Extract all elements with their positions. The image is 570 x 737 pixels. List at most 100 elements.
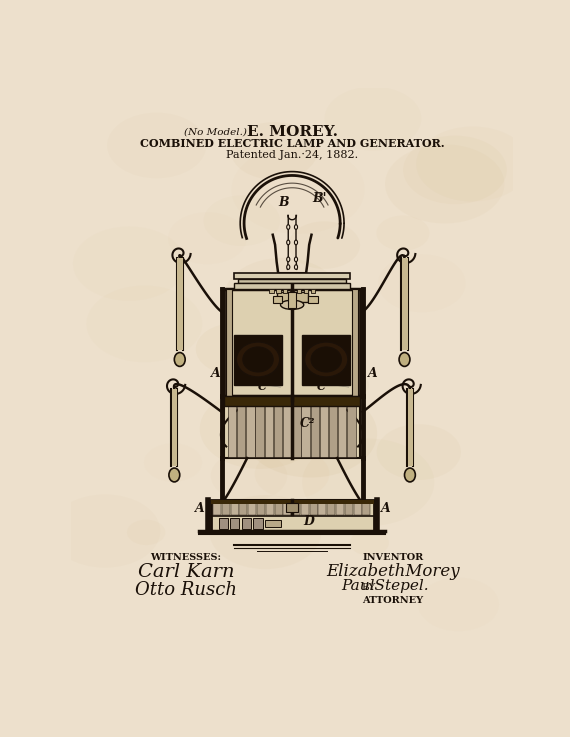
Text: C: C	[317, 381, 326, 392]
Ellipse shape	[243, 347, 273, 372]
Bar	[283, 502, 291, 515]
Ellipse shape	[231, 122, 317, 180]
Ellipse shape	[255, 449, 329, 499]
Bar	[218, 518, 228, 529]
Ellipse shape	[311, 347, 341, 372]
Bar	[345, 502, 353, 515]
Bar	[257, 502, 265, 515]
Text: ATTORNEY: ATTORNEY	[363, 595, 424, 605]
Bar	[254, 518, 263, 529]
Bar	[308, 296, 317, 302]
Text: B: B	[278, 196, 289, 209]
Text: A: A	[381, 502, 391, 515]
Bar	[274, 398, 282, 456]
Text: PaulStepel.: PaulStepel.	[341, 579, 429, 593]
Text: A: A	[368, 367, 378, 380]
Bar	[352, 289, 358, 397]
Ellipse shape	[169, 468, 180, 482]
Ellipse shape	[304, 342, 348, 377]
Ellipse shape	[209, 495, 321, 569]
Ellipse shape	[385, 144, 504, 223]
Bar	[239, 502, 247, 515]
Bar	[234, 273, 350, 279]
Ellipse shape	[295, 257, 298, 262]
Ellipse shape	[174, 352, 185, 366]
Ellipse shape	[405, 468, 416, 482]
Bar	[273, 296, 282, 302]
Bar	[297, 290, 302, 293]
Ellipse shape	[287, 257, 290, 262]
Bar	[402, 258, 408, 350]
Text: Patented Jan.·24, 1882.: Patented Jan.·24, 1882.	[226, 150, 358, 160]
Bar	[292, 502, 300, 515]
Bar	[228, 398, 236, 456]
Ellipse shape	[376, 215, 429, 251]
Ellipse shape	[287, 225, 290, 229]
Bar	[353, 502, 361, 515]
Bar	[172, 388, 177, 466]
Ellipse shape	[200, 389, 320, 469]
Ellipse shape	[295, 225, 298, 229]
Bar	[224, 397, 360, 405]
Bar	[265, 520, 280, 528]
Ellipse shape	[295, 265, 298, 270]
Bar	[310, 502, 317, 515]
Bar	[288, 293, 296, 308]
Bar	[320, 398, 328, 456]
Bar	[311, 290, 315, 293]
Bar	[408, 388, 413, 466]
Bar	[338, 398, 347, 456]
Text: B': B'	[312, 192, 327, 205]
Text: A: A	[196, 502, 205, 515]
Bar	[302, 335, 350, 385]
Bar	[304, 290, 308, 293]
Bar	[226, 289, 233, 397]
Bar	[311, 398, 319, 456]
Bar	[230, 518, 239, 529]
Bar	[302, 398, 310, 456]
Bar	[224, 397, 360, 458]
Ellipse shape	[280, 300, 304, 310]
Bar	[301, 502, 309, 515]
Bar	[222, 502, 230, 515]
Bar	[363, 502, 370, 515]
Ellipse shape	[196, 323, 274, 375]
Ellipse shape	[287, 265, 290, 270]
Bar	[234, 283, 350, 289]
Ellipse shape	[287, 240, 290, 245]
Bar	[319, 502, 327, 515]
Bar	[276, 293, 308, 301]
Bar	[290, 290, 295, 293]
Text: COMBINED ELECTRIC LAMP AND GENERATOR.: COMBINED ELECTRIC LAMP AND GENERATOR.	[140, 138, 445, 149]
Bar	[329, 398, 337, 456]
Text: (No Model.): (No Model.)	[184, 128, 246, 136]
Bar	[231, 502, 239, 515]
Ellipse shape	[225, 258, 340, 335]
Ellipse shape	[244, 389, 377, 478]
Bar	[327, 502, 335, 515]
Text: ElizabethMorey: ElizabethMorey	[326, 563, 459, 580]
Text: INVENTOR: INVENTOR	[363, 553, 424, 562]
Ellipse shape	[127, 520, 165, 545]
Text: D: D	[304, 515, 315, 528]
Ellipse shape	[350, 530, 389, 556]
Bar	[275, 502, 283, 515]
Bar	[264, 398, 273, 456]
Text: A: A	[211, 367, 221, 380]
Bar	[211, 500, 373, 531]
Bar	[255, 398, 264, 456]
Bar	[248, 502, 256, 515]
Bar	[237, 398, 246, 456]
Bar	[283, 398, 291, 456]
Bar	[224, 289, 360, 397]
Text: C²: C²	[300, 417, 315, 430]
Bar	[283, 290, 287, 293]
Bar	[292, 398, 300, 456]
Ellipse shape	[237, 342, 280, 377]
Text: E. MOREY.: E. MOREY.	[247, 125, 337, 139]
Bar	[213, 502, 221, 515]
Text: Carl Karn: Carl Karn	[138, 563, 234, 581]
Bar	[242, 518, 251, 529]
Bar	[246, 398, 255, 456]
Text: C: C	[258, 381, 267, 392]
